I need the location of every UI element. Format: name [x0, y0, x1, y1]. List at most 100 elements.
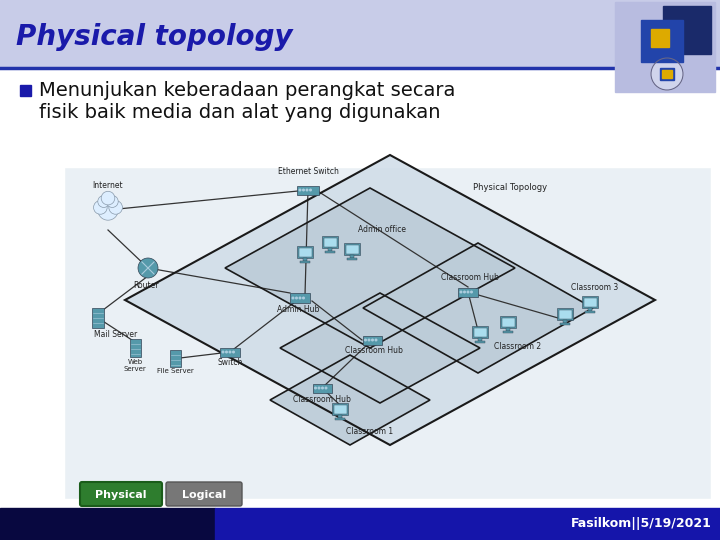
Circle shape [102, 191, 114, 205]
Circle shape [467, 291, 469, 293]
Circle shape [300, 189, 301, 191]
Bar [475, 341, 485, 342]
Polygon shape [270, 355, 430, 445]
Bar [322, 236, 338, 248]
Text: Logical: Logical [182, 490, 226, 500]
Circle shape [107, 195, 118, 207]
Bar [362, 335, 382, 345]
Text: Classroom Hub: Classroom Hub [441, 273, 499, 282]
Bar [312, 383, 331, 393]
Text: Physical topology: Physical topology [16, 23, 292, 51]
Circle shape [325, 387, 327, 389]
Circle shape [318, 387, 320, 389]
Bar [20, 85, 31, 96]
Bar [300, 261, 310, 262]
Circle shape [222, 351, 224, 353]
Circle shape [322, 387, 323, 389]
Text: Physical: Physical [95, 490, 147, 500]
Circle shape [94, 201, 107, 214]
Circle shape [296, 297, 297, 299]
Bar [323, 238, 336, 246]
Text: Switch: Switch [217, 358, 243, 367]
Text: Admin Hub: Admin Hub [276, 305, 319, 314]
FancyBboxPatch shape [166, 482, 242, 506]
Text: Menunjukan keberadaan perangkat secara: Menunjukan keberadaan perangkat secara [39, 82, 455, 100]
Text: Admin office: Admin office [358, 226, 406, 234]
Bar [333, 404, 346, 414]
Bar [641, 20, 683, 62]
Circle shape [368, 339, 370, 341]
Bar [65, 168, 710, 498]
Bar [346, 245, 359, 253]
Bar [458, 287, 478, 296]
Text: Web
Server: Web Server [124, 359, 146, 372]
Circle shape [225, 351, 228, 353]
Bar [588, 308, 592, 311]
Bar [582, 296, 598, 308]
Circle shape [471, 291, 472, 293]
Text: fisik baik media dan alat yang digunakan: fisik baik media dan alat yang digunakan [39, 104, 441, 123]
Bar [338, 415, 342, 418]
Bar [347, 258, 357, 260]
Circle shape [98, 195, 109, 207]
Circle shape [109, 201, 122, 214]
Circle shape [302, 297, 305, 299]
Bar [615, 2, 715, 92]
Bar [478, 338, 482, 341]
Circle shape [98, 200, 118, 220]
Circle shape [651, 58, 683, 90]
Bar [297, 186, 319, 194]
Bar [0, 508, 215, 540]
Circle shape [229, 351, 231, 353]
Bar [503, 331, 513, 333]
Bar [344, 243, 360, 255]
Circle shape [310, 189, 311, 191]
Bar [662, 70, 672, 78]
Text: Internet: Internet [93, 181, 123, 190]
Text: File Server: File Server [157, 368, 194, 374]
Bar [474, 327, 487, 336]
Circle shape [365, 339, 366, 341]
Circle shape [460, 291, 462, 293]
Bar [506, 328, 510, 331]
Text: Ethernet Switch: Ethernet Switch [278, 167, 338, 176]
Circle shape [233, 351, 234, 353]
Bar [663, 6, 711, 54]
Text: Classroom 2: Classroom 2 [495, 342, 541, 351]
Text: Classroom 1: Classroom 1 [346, 427, 394, 436]
Bar [559, 309, 572, 319]
Bar [0, 0, 720, 68]
Text: Router: Router [133, 281, 158, 290]
Circle shape [375, 339, 377, 341]
Bar [215, 508, 720, 540]
Circle shape [300, 297, 301, 299]
Bar [332, 403, 348, 415]
Bar [303, 258, 307, 261]
Polygon shape [125, 155, 655, 445]
Bar [169, 349, 181, 367]
Bar [350, 255, 354, 258]
Bar [560, 323, 570, 325]
Circle shape [306, 189, 308, 191]
Bar [500, 316, 516, 328]
Text: Mail Server: Mail Server [94, 330, 138, 339]
Bar [563, 320, 567, 323]
Text: Classroom 3: Classroom 3 [572, 283, 618, 292]
Bar [651, 29, 669, 47]
Text: Physical Topology: Physical Topology [473, 183, 547, 192]
Bar [472, 326, 488, 338]
Polygon shape [280, 293, 480, 403]
Circle shape [315, 387, 316, 389]
Circle shape [464, 291, 465, 293]
Text: Fasilkom||5/19/2021: Fasilkom||5/19/2021 [571, 517, 712, 530]
Circle shape [372, 339, 373, 341]
Bar [299, 247, 312, 256]
Bar [290, 293, 310, 303]
Bar [0, 68, 720, 508]
Bar [297, 246, 313, 258]
Bar [335, 418, 345, 420]
Text: Classroom Hub: Classroom Hub [293, 395, 351, 404]
Circle shape [292, 297, 294, 299]
Bar [220, 348, 240, 356]
Bar [660, 68, 674, 80]
